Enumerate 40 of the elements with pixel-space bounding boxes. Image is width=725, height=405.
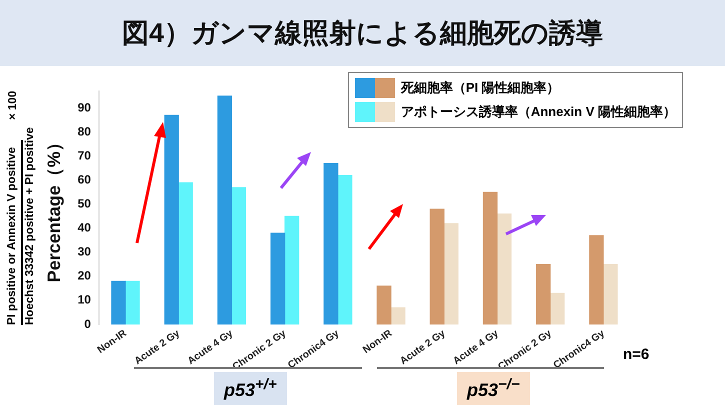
bar [324,163,338,324]
bar [231,187,246,324]
bar [125,280,140,324]
bar [338,175,352,324]
text: PI positive or Annexin V positive [6,147,18,325]
bar [164,114,179,324]
bar [589,235,604,324]
bar [444,223,458,324]
text: p53$^{+/+}$ [214,372,287,405]
bar [111,280,126,324]
y-tick-label: 70 [78,148,92,162]
text: × 100 [7,90,19,120]
y-tick-label: 50 [78,196,92,211]
bar [390,307,406,324]
text: Hoechst 33342 positive + PI positive [24,127,36,325]
bar [482,192,498,324]
y-tick-label: 10 [78,292,92,307]
text: p53$^{−/−}$ [457,372,530,405]
y-tick-label: 40 [78,220,92,235]
y-tick-label: 90 [78,100,92,114]
text: n=6 [623,346,650,363]
y-tick-label: 60 [78,172,92,186]
bar [284,216,300,324]
y-tick-label: 0 [84,316,92,331]
chart-title: 図4）ガンマ線照射による細胞死の誘導 [0,0,725,66]
y-tick-label: 80 [78,124,92,138]
legend-label: 死細胞率（PI 陽性細胞率） [400,79,560,97]
bar [270,232,286,324]
bar [550,292,565,324]
bar [430,208,444,324]
bar [536,264,551,324]
legend-label: アポトーシス誘導率（Annexin V 陽性細胞率） [400,103,676,121]
bar [178,182,193,324]
y-axis-title: Percentage（%） [44,133,64,282]
y-tick-label: 30 [78,244,92,259]
bar [376,286,392,324]
y-tick-label: 20 [78,268,92,283]
bar [603,264,618,324]
bar [496,214,512,324]
bar [217,96,232,324]
